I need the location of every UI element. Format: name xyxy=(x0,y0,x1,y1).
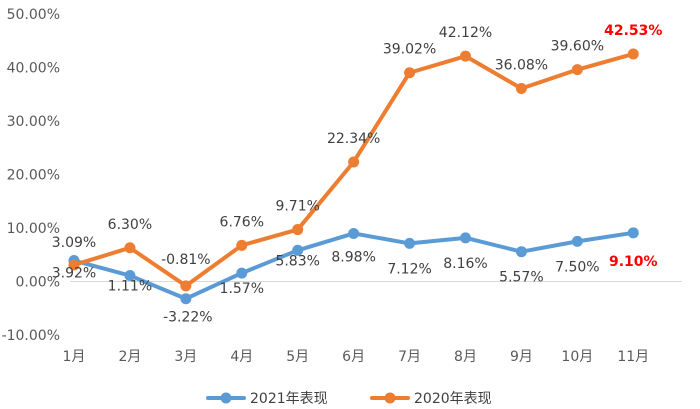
y-tick-label: 50.00% xyxy=(7,7,60,23)
data-label: -0.81% xyxy=(161,252,211,268)
x-tick-label: 9月 xyxy=(510,349,533,365)
data-label: -3.22% xyxy=(163,310,213,326)
series-point xyxy=(348,227,360,239)
data-label: 3.92% xyxy=(52,266,96,282)
series-point xyxy=(124,242,136,254)
data-label: 36.08% xyxy=(495,57,548,73)
data-label: 5.57% xyxy=(499,270,543,286)
data-label: 22.34% xyxy=(327,131,380,147)
y-tick-label: 20.00% xyxy=(7,168,60,184)
x-tick-label: 1月 xyxy=(63,349,86,365)
y-tick-label: -10.00% xyxy=(2,328,60,344)
data-label: 3.09% xyxy=(52,235,96,251)
series-point xyxy=(180,293,192,305)
legend-swatch-marker xyxy=(220,392,232,404)
series-point xyxy=(348,156,360,168)
data-label: 7.50% xyxy=(555,259,599,275)
data-label: 6.76% xyxy=(220,214,264,230)
series-point xyxy=(236,267,248,279)
series-point xyxy=(404,67,416,79)
series-point xyxy=(515,246,527,258)
series-point xyxy=(459,232,471,244)
series-point xyxy=(627,227,639,239)
data-label: 39.02% xyxy=(383,42,436,58)
x-tick-label: 8月 xyxy=(454,349,477,365)
data-label: 42.53% xyxy=(604,23,662,39)
data-label: 1.57% xyxy=(220,281,264,297)
x-tick-label: 3月 xyxy=(174,349,197,365)
data-label: 8.98% xyxy=(331,249,375,265)
x-axis: 1月 2月 3月 4月 5月 6月 7月 8月 9月 10月 11月 xyxy=(63,281,682,365)
series-point xyxy=(292,244,304,256)
series-point xyxy=(627,48,639,60)
x-tick-label: 11月 xyxy=(617,349,649,365)
series-point xyxy=(571,235,583,247)
y-tick-label: 10.00% xyxy=(7,221,60,237)
data-labels: 3.92% 1.11% -3.22% 1.57% 5.83% 8.98% 7.12% 8.16… xyxy=(52,23,663,326)
x-tick-label: 5月 xyxy=(286,349,309,365)
data-label: 8.16% xyxy=(443,256,487,272)
series-points xyxy=(68,48,639,305)
data-label: 9.10% xyxy=(609,254,658,270)
y-tick-label: 40.00% xyxy=(7,61,60,77)
data-label: 5.83% xyxy=(275,253,319,269)
y-tick-label: 30.00% xyxy=(7,114,60,130)
data-label: 42.12% xyxy=(439,25,492,41)
x-tick-label: 7月 xyxy=(398,349,421,365)
y-axis-ticks: -10.00% 0.00% 10.00% 20.00% 30.00% 40.00% 50.0… xyxy=(2,7,60,344)
series-point xyxy=(404,237,416,249)
y-tick-label: 0.00% xyxy=(16,275,60,291)
series-point xyxy=(459,50,471,62)
series-point xyxy=(236,239,248,251)
data-label: 9.71% xyxy=(275,199,319,215)
data-label: 7.12% xyxy=(387,261,431,277)
legend: 2021年表现 2020年表现 xyxy=(206,391,492,407)
x-tick-label: 10月 xyxy=(561,349,593,365)
x-tick-label: 4月 xyxy=(230,349,253,365)
data-label: 39.60% xyxy=(551,39,604,55)
series-point xyxy=(124,270,136,282)
series-point xyxy=(68,259,80,271)
series-point xyxy=(571,64,583,76)
legend-label: 2020年表现 xyxy=(414,391,492,407)
data-label: 1.11% xyxy=(108,279,152,295)
legend-swatch-marker xyxy=(384,392,396,404)
x-tick-label: 6月 xyxy=(342,349,365,365)
series-point xyxy=(292,224,304,236)
data-label: 6.30% xyxy=(108,217,152,233)
series-point xyxy=(515,82,527,94)
legend-label: 2021年表现 xyxy=(250,391,328,407)
x-tick-label: 2月 xyxy=(118,349,141,365)
series-point xyxy=(180,280,192,292)
